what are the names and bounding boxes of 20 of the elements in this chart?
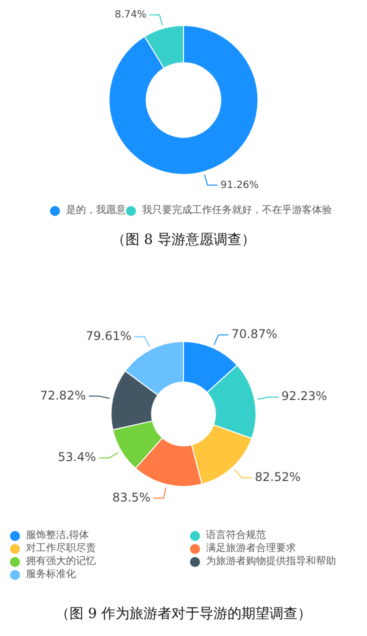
legend-label: 我只要完成工作任务就好，不在乎游客体验 bbox=[142, 204, 332, 217]
data-label: 91.26% bbox=[220, 180, 259, 191]
data-label: 53.4% bbox=[58, 450, 96, 464]
data-label: 82.52% bbox=[254, 470, 301, 484]
data-label: 72.82% bbox=[40, 388, 86, 402]
legend-label: 服务标准化 bbox=[26, 568, 76, 581]
legend-label: 对工作尽职尽责 bbox=[26, 542, 96, 555]
text: （图 8 导游意愿调查） bbox=[110, 231, 256, 249]
legend-label: 服饰整洁,得体 bbox=[26, 529, 90, 542]
data-label: 83.5% bbox=[112, 490, 150, 504]
legend-label: 拥有强大的记忆 bbox=[26, 555, 96, 568]
legend-label: 语言符合规范 bbox=[206, 529, 266, 542]
data-label: 70.87% bbox=[231, 327, 278, 342]
data-label: 8.74% bbox=[114, 9, 147, 20]
data-label: 92.23% bbox=[281, 389, 328, 404]
data-label: 79.61% bbox=[86, 328, 132, 343]
text: （图 9 作为旅游者对于导游的期望调查） bbox=[54, 605, 312, 623]
legend-label: 满足旅游者合理要求 bbox=[206, 542, 296, 555]
legend-label: 是的，我愿意 bbox=[66, 204, 126, 217]
legend-label: 为旅游者购物提供指导和帮助 bbox=[206, 555, 336, 568]
